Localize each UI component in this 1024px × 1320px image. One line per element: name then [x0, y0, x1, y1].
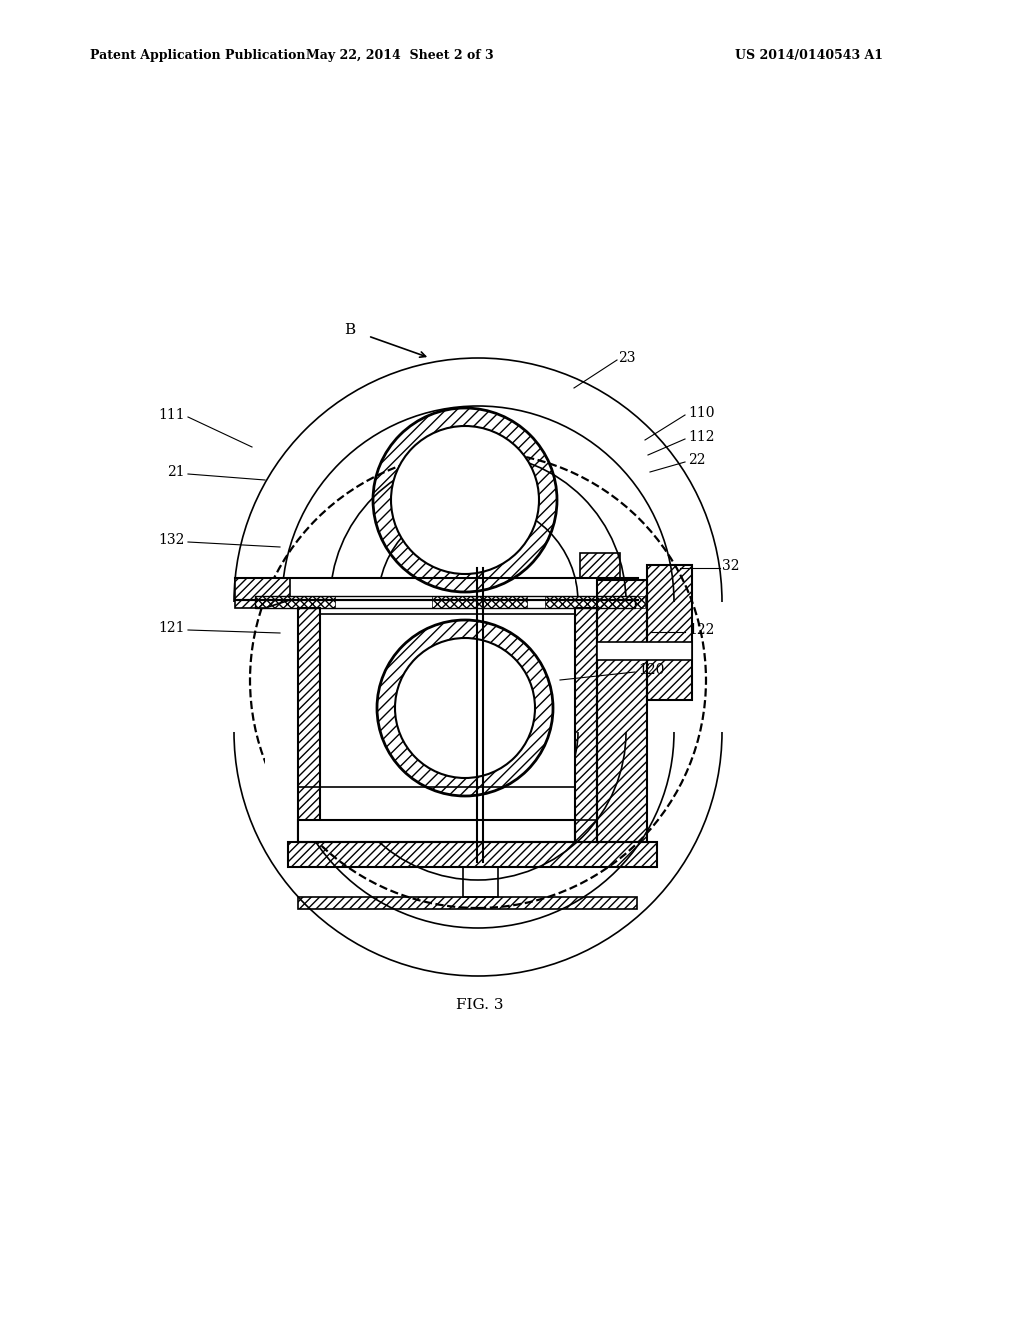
Text: 122: 122: [688, 623, 715, 638]
Text: 32: 32: [722, 558, 739, 573]
Bar: [647, 565, 692, 700]
Circle shape: [395, 638, 535, 777]
Text: 22: 22: [688, 453, 706, 467]
Bar: [255, 597, 635, 609]
Text: 21: 21: [167, 465, 185, 479]
Text: FIG. 3: FIG. 3: [457, 998, 504, 1012]
Bar: [298, 609, 319, 842]
Text: 110: 110: [688, 407, 715, 420]
Text: May 22, 2014  Sheet 2 of 3: May 22, 2014 Sheet 2 of 3: [306, 49, 494, 62]
Text: B: B: [344, 323, 355, 337]
Text: 23: 23: [618, 351, 636, 366]
Text: 121: 121: [159, 620, 185, 635]
Text: 132: 132: [159, 533, 185, 546]
Text: 112: 112: [688, 430, 715, 444]
Bar: [432, 597, 527, 609]
Circle shape: [391, 426, 539, 574]
Bar: [575, 609, 597, 842]
Bar: [597, 579, 647, 842]
Bar: [597, 642, 692, 660]
Bar: [545, 597, 645, 609]
Text: 120: 120: [638, 663, 665, 677]
Bar: [234, 578, 290, 601]
Bar: [580, 553, 620, 578]
Text: Patent Application Publication: Patent Application Publication: [90, 49, 305, 62]
Text: 111: 111: [159, 408, 185, 422]
Bar: [288, 842, 657, 867]
Text: US 2014/0140543 A1: US 2014/0140543 A1: [735, 49, 883, 62]
Bar: [463, 867, 498, 898]
Bar: [298, 898, 637, 909]
Bar: [265, 578, 575, 842]
Bar: [298, 820, 575, 842]
Bar: [255, 597, 335, 609]
